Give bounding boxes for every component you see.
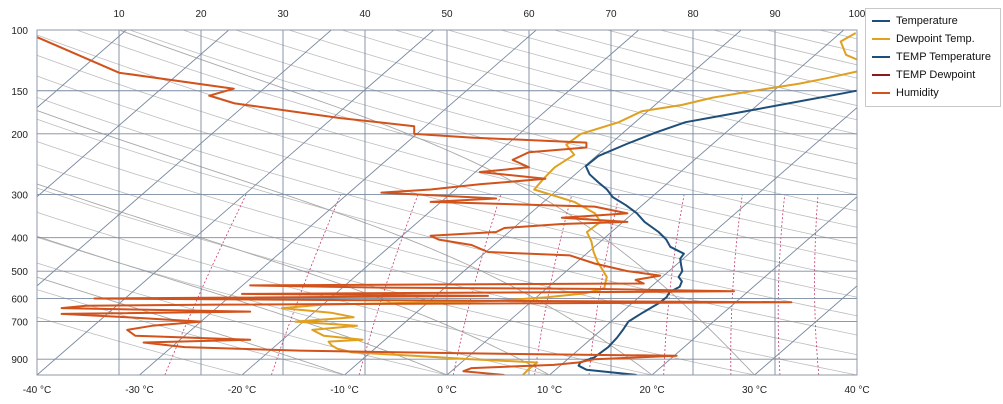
series-line-temperature — [577, 89, 857, 375]
legend-swatch-humidity — [872, 92, 890, 94]
mixing-ratio-line — [777, 194, 786, 375]
mixing-ratio-line — [663, 194, 685, 375]
dry-adiabat-line — [288, 30, 857, 180]
legend-swatch-temp-temperature — [872, 56, 890, 58]
x-top-tick-label: 100 — [849, 9, 866, 20]
legend-item-dewpoint: Dewpoint Temp. — [866, 30, 1000, 48]
moist-adiabat-line — [37, 109, 653, 375]
isotherm-line — [344, 30, 742, 375]
isotherm-line — [754, 285, 857, 375]
mixing-ratio-line — [534, 194, 573, 375]
legend-label-temperature: Temperature — [896, 15, 958, 27]
chart-legend: Temperature Dewpoint Temp. TEMP Temperat… — [865, 8, 1001, 107]
dry-adiabat-line — [182, 30, 857, 212]
isotherm-line — [651, 196, 857, 375]
x-bottom-tick-label: 0 °C — [437, 385, 457, 396]
y-tick-label: 150 — [11, 87, 28, 98]
y-tick-label: 300 — [11, 191, 28, 202]
isotherm-line — [37, 30, 230, 198]
x-bottom-tick-label: 30 °C — [742, 385, 767, 396]
x-bottom-tick-label: 40 °C — [844, 385, 869, 396]
legend-item-humidity: Humidity — [866, 84, 1000, 102]
x-bottom-tick-label: -30 °C — [125, 385, 153, 396]
y-tick-label: 700 — [11, 318, 28, 329]
mixing-ratio-line — [358, 194, 419, 375]
mixing-ratio-line — [730, 194, 743, 375]
dry-adiabat-line — [37, 236, 550, 375]
mixing-ratio-line — [588, 194, 620, 375]
y-tick-label: 200 — [11, 130, 28, 141]
x-top-tick-label: 90 — [769, 9, 781, 20]
legend-label-temp-dewpoint: TEMP Dewpoint — [896, 69, 976, 81]
isotherm-line — [549, 107, 857, 375]
x-top-tick-label: 30 — [277, 9, 289, 20]
dry-adiabat-line — [37, 54, 857, 280]
plot-frame — [36, 29, 858, 376]
x-top-tick-label: 70 — [605, 9, 617, 20]
mixing-ratio-line — [814, 194, 820, 375]
x-bottom-tick-label: -10 °C — [330, 385, 358, 396]
legend-item-temp-dewpoint: TEMP Dewpoint — [866, 66, 1000, 84]
dry-adiabat-line — [37, 316, 243, 375]
dry-adiabat-line — [37, 118, 857, 336]
dry-adiabat-line — [37, 141, 857, 356]
x-bottom-tick-label: 20 °C — [639, 385, 664, 396]
x-top-tick-label: 40 — [359, 9, 371, 20]
dry-adiabat-line — [37, 75, 857, 298]
grid-layer — [37, 30, 857, 375]
y-tick-label: 400 — [11, 234, 28, 245]
x-bottom-tick-label: -40 °C — [23, 385, 51, 396]
mixing-ratio-line — [271, 194, 342, 375]
axis-layer: -40 °C -30 °C -20 °C -10 °C 0 °C 10 °C 20 °C 30… — [11, 9, 869, 396]
legend-label-humidity: Humidity — [896, 87, 939, 99]
x-top-tick-label: 80 — [687, 9, 699, 20]
y-tick-label: 100 — [11, 26, 28, 37]
legend-item-temp-temperature: TEMP Temperature — [866, 48, 1000, 66]
y-tick-label: 600 — [11, 294, 28, 305]
moist-adiabat-line — [37, 235, 448, 375]
legend-label-temp-temperature: TEMP Temperature — [896, 51, 991, 63]
mixing-ratio-line — [164, 194, 247, 375]
legend-swatch-dewpoint — [872, 38, 890, 40]
series-layer — [37, 32, 857, 375]
x-top-tick-label: 20 — [195, 9, 207, 20]
isotherm-line — [37, 30, 332, 287]
y-tick-label: 900 — [11, 355, 28, 366]
dry-adiabat-line — [37, 96, 857, 317]
x-top-tick-label: 10 — [113, 9, 125, 20]
x-bottom-tick-label: 10 °C — [537, 385, 562, 396]
series-line-dewpoint-temp — [281, 32, 857, 375]
isotherm-line — [139, 30, 537, 375]
dry-adiabat-line — [129, 30, 857, 228]
series-line-humidity — [37, 36, 793, 375]
isotherm-line — [37, 30, 435, 375]
y-tick-label: 500 — [11, 267, 28, 278]
x-bottom-tick-label: -20 °C — [228, 385, 256, 396]
legend-swatch-temperature — [872, 20, 890, 22]
x-top-tick-label: 60 — [523, 9, 535, 20]
legend-swatch-temp-dewpoint — [872, 74, 890, 76]
legend-item-temperature: Temperature — [866, 12, 1000, 30]
dry-adiabat-line — [37, 34, 857, 262]
dry-adiabat-line — [235, 30, 857, 196]
isotherm-line — [37, 30, 127, 109]
legend-label-dewpoint: Dewpoint Temp. — [896, 33, 975, 45]
x-top-tick-label: 50 — [441, 9, 453, 20]
dry-adiabat-line — [37, 289, 345, 375]
